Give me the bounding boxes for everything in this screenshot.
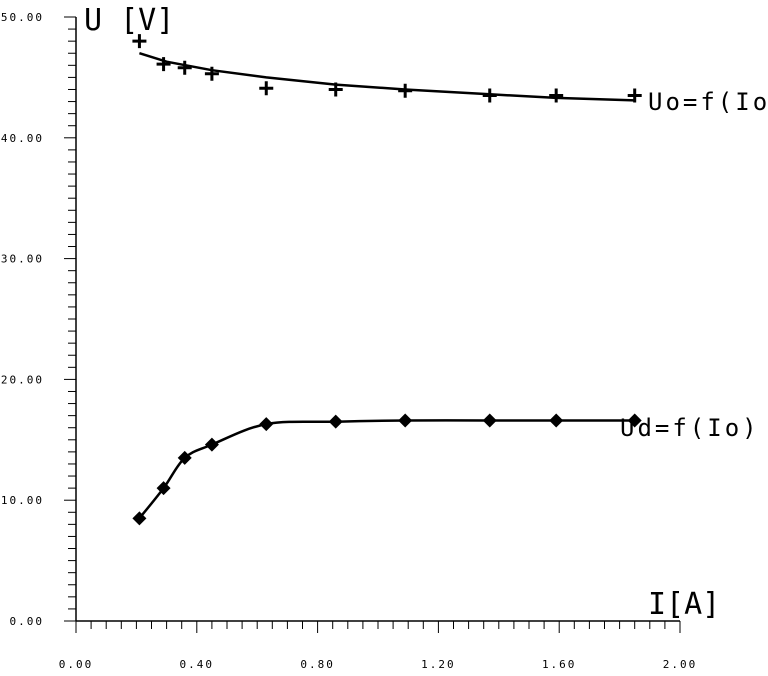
tick-marks: [64, 16, 681, 633]
diamond-marker: [328, 414, 343, 429]
series-label-uo: Uo=f(Io): [648, 88, 768, 116]
plus-marker: [204, 66, 219, 81]
y-tick-label: 20.00: [1, 373, 44, 386]
x-tick-label: 0.40: [180, 658, 215, 671]
x-tick-label: 0.00: [59, 658, 94, 671]
diamond-marker: [204, 437, 219, 452]
diamond-marker: [398, 413, 413, 428]
x-tick-label: 1.60: [542, 658, 577, 671]
plus-marker: [627, 88, 642, 103]
x-axis-title: I[A]: [648, 587, 720, 622]
series-layer: [132, 34, 642, 526]
y-tick-label: 30.00: [1, 253, 44, 266]
series-line: [138, 419, 635, 520]
y-tick-label: 50.00: [1, 11, 44, 24]
diamond-marker: [549, 413, 564, 428]
diamond-marker: [156, 481, 171, 496]
diamond-marker: [259, 417, 274, 432]
x-tick-label: 0.80: [300, 658, 335, 671]
y-tick-label: 0.00: [10, 615, 45, 628]
plus-marker: [482, 88, 497, 103]
plus-marker: [398, 83, 413, 98]
y-tick-label: 10.00: [1, 494, 44, 507]
plus-marker: [259, 81, 274, 96]
y-axis-title: U [V]: [84, 3, 174, 38]
x-tick-label: 1.20: [421, 658, 456, 671]
series-label-ud: Ud=f(Io): [620, 414, 760, 442]
plus-marker: [177, 60, 192, 75]
y-tick-label: 40.00: [1, 132, 44, 145]
diamond-marker: [132, 511, 147, 526]
series-2: [132, 413, 642, 526]
plus-marker: [328, 82, 343, 97]
series-1: [132, 34, 642, 103]
x-tick-label: 2.00: [663, 658, 698, 671]
series-fit-line: [139, 52, 635, 102]
plus-marker: [156, 57, 171, 72]
diamond-marker: [482, 413, 497, 428]
plus-marker: [132, 34, 147, 49]
diamond-marker: [627, 413, 642, 428]
tick-labels: 0.00 0.40 0.80 1.20 1.60 2.00 0.00 10.00 20.00 30…: [1, 11, 698, 671]
axes: [75, 17, 680, 622]
diamond-marker: [177, 450, 192, 465]
plus-marker: [549, 88, 564, 103]
